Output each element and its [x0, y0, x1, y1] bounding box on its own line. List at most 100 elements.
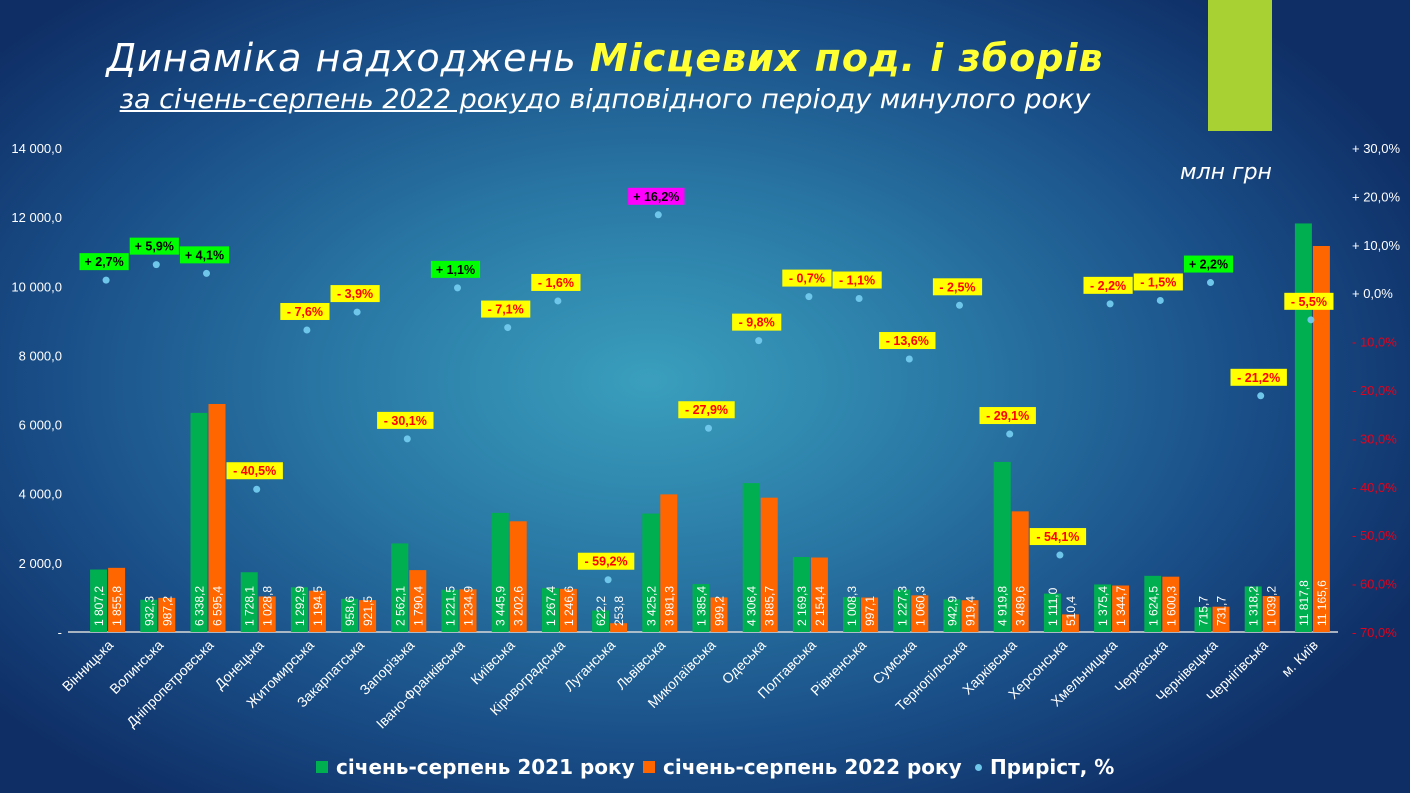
bar-2021: [290, 587, 308, 632]
growth-point: [504, 324, 512, 332]
growth-label-box: [1083, 276, 1133, 294]
growth-point: [1056, 551, 1064, 559]
bar-2022: [961, 600, 979, 632]
bar-2021: [943, 599, 961, 632]
growth-label: - 2,5%: [939, 280, 975, 294]
data-label-2021: 1 318,2: [1247, 586, 1261, 626]
data-label-2021: 1 375,4: [1096, 586, 1110, 626]
data-label-2022: 3 489,6: [1014, 586, 1028, 626]
data-label-2021: 1 267,4: [544, 586, 558, 626]
bar-2021: [240, 572, 258, 632]
data-label-2022: 987,2: [160, 596, 174, 626]
bar-2022: [810, 557, 828, 632]
growth-label-box: [129, 237, 179, 255]
bar-2022: [710, 597, 728, 632]
growth-label: + 2,2%: [1189, 258, 1228, 272]
data-label-2021: 622,2: [594, 596, 608, 626]
data-label-2021: 1 227,3: [895, 586, 909, 626]
growth-label-box: [1183, 255, 1234, 273]
data-label-2021: 932,3: [142, 596, 156, 626]
growth-label-box: [782, 269, 832, 287]
data-label-2022: 1 790,4: [411, 586, 425, 626]
y-tick-label: 8 000,0: [19, 348, 62, 363]
growth-point: [253, 485, 261, 493]
accent-bar: [1208, 0, 1272, 131]
growth-label: - 7,1%: [488, 303, 524, 317]
growth-label: + 2,7%: [84, 255, 123, 269]
bar-2021: [1294, 223, 1312, 632]
data-label-2022: 1 028,8: [261, 586, 275, 626]
bar-2022: [1112, 585, 1130, 632]
bar-2022: [1061, 614, 1079, 632]
bar-2021: [592, 610, 610, 632]
bar-2022: [911, 595, 929, 632]
data-label-2021: 3 445,9: [494, 586, 508, 626]
bar-2022: [1312, 245, 1330, 632]
data-label-2021: 958,6: [343, 596, 357, 626]
data-label-2021: 1 624,5: [1146, 586, 1160, 626]
growth-label-box: [377, 411, 434, 429]
growth-point: [805, 293, 813, 301]
bar-2022: [108, 567, 126, 632]
bar-2021: [441, 589, 459, 632]
growth-label: - 54,1%: [1036, 530, 1079, 544]
y-tick-label: 14 000,0: [11, 141, 62, 156]
growth-label-box: [979, 407, 1036, 425]
bar-2022: [359, 600, 377, 632]
y2-tick-label: - 30,0%: [1352, 431, 1397, 446]
growth-label-box: [932, 278, 983, 296]
data-label-2022: 253,8: [612, 596, 626, 626]
data-label-2022: 3 885,7: [763, 586, 777, 626]
y-tick-label: 4 000,0: [19, 487, 62, 502]
bar-2022: [760, 497, 778, 632]
data-label-2022: 3 202,6: [512, 586, 526, 626]
growth-label: - 40,5%: [233, 464, 276, 478]
growth-point: [956, 301, 963, 309]
growth-label-box: [1230, 368, 1287, 386]
bar-2021: [1144, 575, 1162, 632]
growth-label: + 5,9%: [135, 240, 174, 254]
growth-label-box: [330, 285, 380, 303]
growth-label-box: [832, 271, 882, 289]
bar-2022: [158, 597, 176, 632]
growth-label-box: [430, 260, 481, 278]
growth-label: + 4,1%: [185, 248, 224, 262]
growth-label-box: [226, 462, 283, 480]
growth-label: - 21,2%: [1237, 371, 1280, 385]
growth-label-box: [1029, 528, 1087, 546]
legend-item-2021: січень-серпень 2021 року: [316, 755, 635, 779]
growth-point: [203, 269, 210, 277]
legend-item-growth: Приріст, %: [975, 755, 1114, 779]
bar-2021: [1043, 593, 1061, 632]
y-tick-label: 2 000,0: [19, 556, 62, 571]
bar-2022: [459, 589, 477, 632]
growth-label-box: [577, 552, 635, 570]
units-label: млн грн: [1180, 160, 1272, 185]
growth-point: [1106, 300, 1114, 308]
growth-label: + 16,2%: [633, 190, 679, 204]
legend-label-2021: січень-серпень 2021 року: [336, 755, 635, 779]
growth-point: [755, 337, 763, 345]
data-label-2022: 1 194,5: [311, 586, 325, 626]
growth-point: [604, 576, 612, 584]
data-label-2022: 2 154,4: [813, 586, 827, 626]
growth-label: - 5,5%: [1291, 295, 1327, 309]
bar-2021: [190, 412, 208, 632]
legend-item-2022: січень-серпень 2022 року: [643, 755, 962, 779]
data-label-2021: 942,9: [946, 596, 960, 626]
y2-tick-label: + 10,0%: [1352, 238, 1401, 253]
legend-label-growth: Приріст, %: [990, 755, 1115, 779]
data-label-2021: 4 919,8: [996, 586, 1010, 626]
bar-2022: [509, 521, 527, 632]
bar-2022: [1162, 576, 1180, 632]
chart-title: Динаміка надходжень Місцевих под. і збор…: [0, 36, 1210, 80]
data-label-2021: 3 425,2: [644, 586, 658, 626]
y-tick-label: 10 000,0: [11, 279, 62, 294]
bar-2022: [1212, 606, 1230, 632]
bar-2022: [559, 588, 577, 632]
data-label-2022: 921,5: [361, 596, 375, 626]
data-label-2021: 1 807,2: [92, 586, 106, 626]
growth-point: [1006, 430, 1014, 438]
bar-2021: [491, 512, 509, 632]
bar-2021: [1244, 586, 1262, 632]
